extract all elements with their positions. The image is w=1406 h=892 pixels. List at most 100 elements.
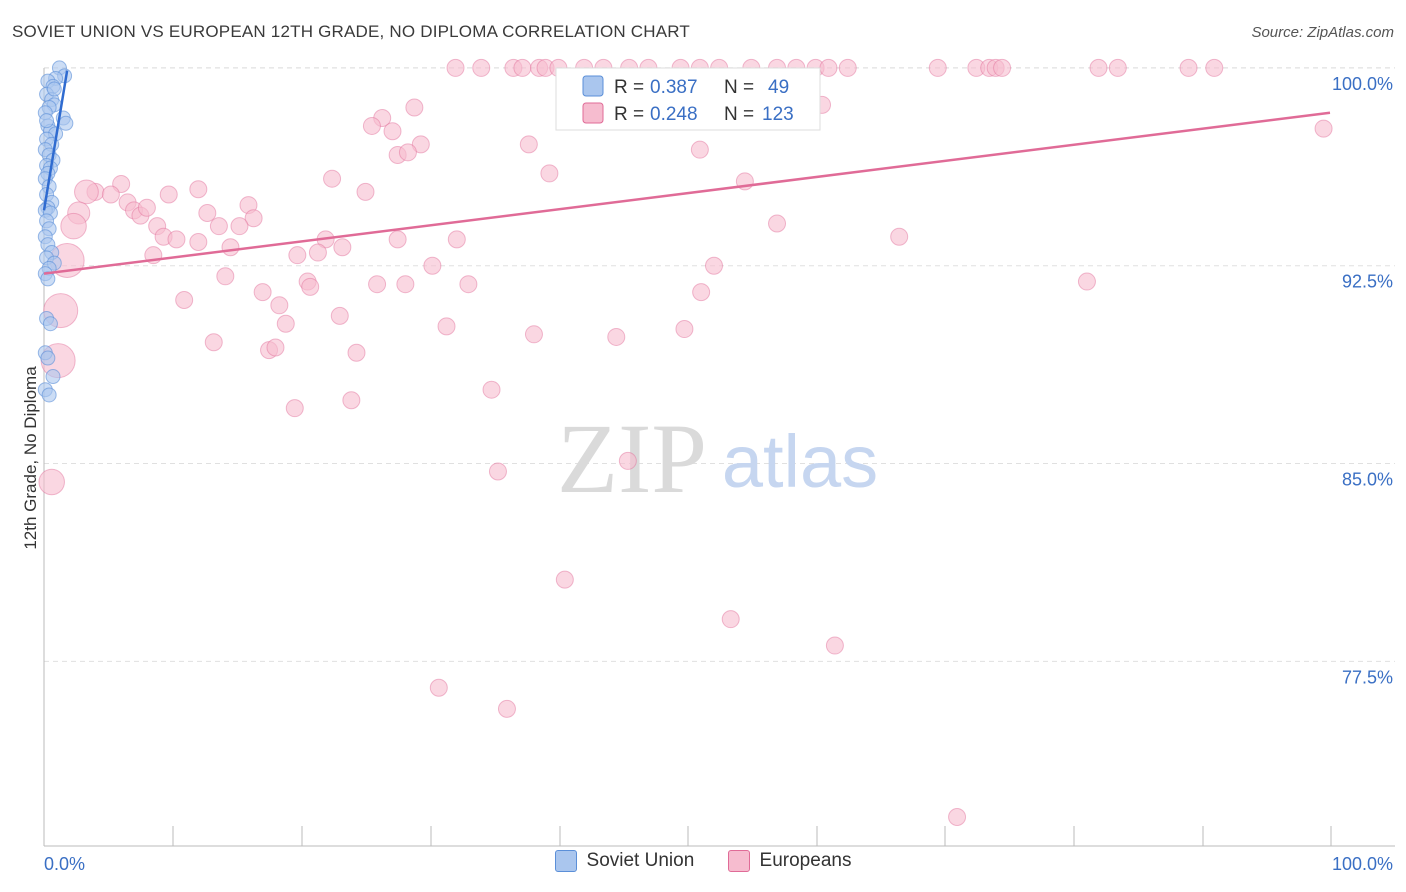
europeans-point [555, 570, 574, 589]
europeans-point [204, 333, 223, 352]
europeans-point [721, 610, 740, 629]
europeans-point [1205, 58, 1224, 77]
europeans-point [1179, 58, 1198, 77]
stats-legend: R = 0.387 N = 49 R = 0.248 N = 123 [555, 67, 821, 131]
soviet-union-point [39, 113, 55, 129]
europeans-point [1314, 119, 1333, 138]
europeans-point [948, 807, 967, 826]
soviet-union-point [41, 387, 57, 403]
x-tick-label-start: 0.0% [44, 854, 85, 874]
europeans-point [368, 275, 387, 294]
europeans-point [288, 246, 307, 265]
europeans-point [540, 164, 559, 183]
legend-r-label-pink: R = [614, 104, 644, 125]
europeans-point [175, 291, 194, 310]
europeans-point [618, 451, 637, 470]
europeans-point [189, 180, 208, 199]
europeans-point [209, 217, 228, 236]
legend-label-europeans: Europeans [759, 850, 852, 871]
legend-item-europeans[interactable]: Europeans [727, 850, 852, 872]
europeans-point [825, 636, 844, 655]
europeans-point [216, 267, 235, 286]
europeans-point [230, 217, 249, 236]
legend-swatch-europeans [727, 850, 750, 872]
europeans-point [388, 230, 407, 249]
europeans-point [1089, 58, 1108, 77]
legend-n-label-pink: N = [724, 104, 754, 125]
europeans-point [323, 169, 342, 188]
europeans-point [342, 391, 361, 410]
y-axis-label: 12th Grade, No Diploma [21, 366, 40, 550]
europeans-point [383, 122, 402, 141]
europeans-point [411, 135, 430, 154]
europeans-point [768, 214, 787, 233]
soviet-union-point [45, 369, 61, 385]
europeans-point [347, 343, 366, 362]
legend-swatch-blue [582, 75, 604, 97]
legend-label-soviet-union: Soviet Union [586, 850, 695, 871]
soviet-union-point [42, 316, 58, 332]
trend-lines [42, 70, 1331, 275]
europeans-point [447, 230, 466, 249]
europeans-point [333, 238, 352, 257]
europeans-point [38, 468, 65, 496]
legend-r-value-blue: 0.387 [650, 77, 698, 98]
europeans-point [488, 462, 507, 481]
europeans-point [198, 203, 217, 222]
europeans-point [423, 256, 442, 275]
chart-title: SOVIET UNION VS EUROPEAN 12TH GRADE, NO … [12, 22, 691, 41]
europeans-point [497, 699, 516, 718]
gridlines [44, 67, 1395, 662]
europeans-point [362, 116, 381, 135]
europeans-point [189, 232, 208, 251]
watermark: ZIP atlas [557, 403, 878, 514]
europeans-point [396, 275, 415, 294]
europeans-point [519, 135, 538, 154]
europeans-point [429, 678, 448, 697]
europeans-point [1108, 58, 1127, 77]
europeans-point [330, 306, 349, 325]
europeans-point [60, 212, 87, 240]
europeans-point [101, 185, 120, 204]
europeans-point [308, 243, 327, 262]
europeans-point [167, 230, 186, 249]
europeans-point [692, 283, 711, 302]
europeans-point [437, 317, 456, 336]
europeans-point [356, 182, 375, 201]
soviet-union-point [46, 81, 62, 97]
europeans-point [244, 209, 263, 228]
y-tick-label: 100.0% [1332, 74, 1393, 94]
soviet-union-point [58, 115, 74, 131]
watermark-atlas: atlas [722, 420, 878, 503]
europeans-point [253, 283, 272, 302]
legend-swatch-pink [582, 102, 604, 124]
europeans-point [398, 143, 417, 162]
x-tick-labels: 0.0% 100.0% [44, 854, 1393, 874]
legend-item-soviet-union[interactable]: Soviet Union [554, 850, 695, 872]
axes [43, 68, 1395, 847]
europeans-point [472, 58, 491, 77]
europeans-point [705, 256, 724, 275]
europeans-point [446, 58, 465, 77]
y-tick-label: 92.5% [1342, 272, 1393, 292]
europeans-point [266, 338, 285, 357]
soviet-union-point [40, 350, 56, 366]
europeans-point [301, 277, 320, 296]
legend-n-value-blue: 49 [768, 77, 789, 98]
europeans-point [405, 98, 424, 117]
europeans-point [524, 325, 543, 344]
europeans-point [459, 275, 478, 294]
europeans-point [890, 227, 909, 246]
legend-n-label-blue: N = [724, 77, 754, 98]
europeans-point [137, 198, 156, 217]
europeans-point [112, 174, 131, 193]
europeans-point [928, 58, 947, 77]
source-label: Source: ZipAtlas.com [1251, 24, 1394, 41]
legend-r-value-pink: 0.248 [650, 104, 698, 125]
europeans-trend-line [43, 111, 1331, 275]
europeans-point [607, 327, 626, 346]
y-tick-labels: 77.5% 85.0% 92.5% 100.0% [1332, 74, 1393, 687]
y-tick-label: 85.0% [1342, 470, 1393, 490]
europeans-point [285, 399, 304, 418]
